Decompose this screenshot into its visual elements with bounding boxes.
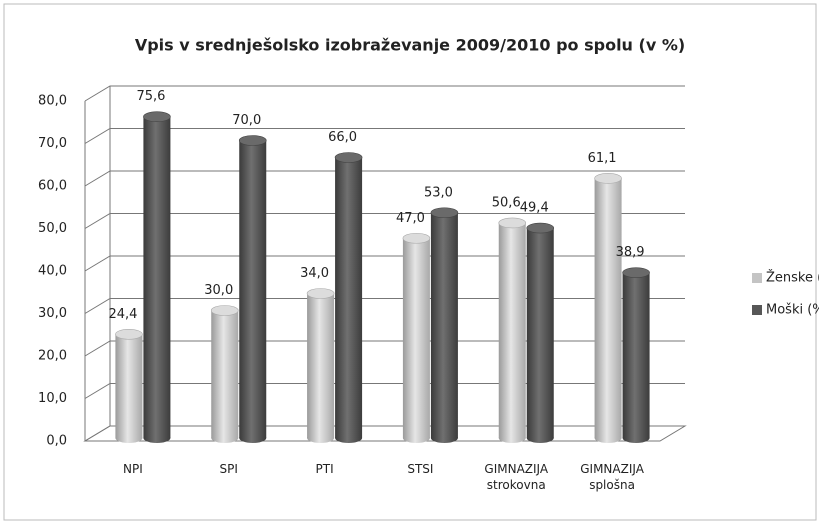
bar-top xyxy=(334,152,363,163)
bar-top xyxy=(430,207,459,219)
grid-line xyxy=(84,383,685,399)
value-label: 30,0 xyxy=(204,283,233,298)
bar xyxy=(143,116,171,438)
value-label: 49,4 xyxy=(520,201,549,216)
y-tick-label: 80,0 xyxy=(38,94,67,109)
bar-top xyxy=(622,267,650,278)
grid-line xyxy=(84,128,685,144)
bar-base xyxy=(143,433,171,443)
bar-base xyxy=(402,433,430,443)
x-tick-label-box: STSI xyxy=(407,462,434,476)
value-label: 47,0 xyxy=(396,211,425,226)
grid-line xyxy=(84,85,685,102)
x-tick-label-box: GIMNAZIJA splošna xyxy=(580,462,644,492)
grid-line xyxy=(84,213,685,229)
y-tick-label: 60,0 xyxy=(38,179,67,194)
grid-line xyxy=(84,255,685,272)
legend-label: Moški (%) xyxy=(766,303,819,318)
bar xyxy=(307,293,335,438)
grid-line xyxy=(84,170,685,187)
value-label: 53,0 xyxy=(424,185,453,200)
x-tick-label-box: NPI xyxy=(123,462,143,476)
value-label: 34,0 xyxy=(300,266,329,281)
bar xyxy=(526,228,554,438)
bar-top xyxy=(402,232,431,244)
bar xyxy=(335,157,363,438)
y-tick-label: 30,0 xyxy=(38,306,67,321)
y-tick-label: 10,0 xyxy=(38,391,67,406)
bar-top xyxy=(306,288,335,299)
bar-base xyxy=(211,433,239,443)
bar xyxy=(239,140,267,438)
bar-top xyxy=(143,111,171,122)
x-tick-label: NPI xyxy=(123,462,143,476)
value-label: 66,0 xyxy=(328,130,357,145)
legend-swatch xyxy=(752,305,762,315)
value-label: 75,6 xyxy=(136,89,165,104)
chart-border xyxy=(3,3,817,521)
legend-swatch xyxy=(752,273,762,283)
legend-label: Ženske (%) xyxy=(766,270,819,286)
bar-base xyxy=(594,433,622,443)
x-tick-label: GIMNAZIJA splošna xyxy=(580,462,644,492)
value-label: 70,0 xyxy=(232,113,261,128)
value-label: 24,4 xyxy=(108,307,137,322)
bar xyxy=(402,238,430,438)
bar-top xyxy=(210,305,239,316)
y-tick-label: 20,0 xyxy=(38,349,67,364)
x-tick-label: GIMNAZIJA strokovna xyxy=(484,462,549,492)
bar-base xyxy=(526,433,554,443)
x-tick-label: PTI xyxy=(315,462,334,476)
bar-top xyxy=(526,222,555,234)
bar xyxy=(115,334,143,438)
x-tick-label: STSI xyxy=(407,462,434,476)
y-tick-label: 40,0 xyxy=(38,264,67,279)
grid-line xyxy=(84,298,685,314)
bar-base xyxy=(430,433,458,443)
value-label: 50,6 xyxy=(492,195,521,210)
grid-line xyxy=(84,340,685,357)
y-tick-label: 70,0 xyxy=(38,136,67,151)
value-label: 38,9 xyxy=(616,245,645,260)
bar-base xyxy=(498,433,526,443)
bar xyxy=(622,272,650,438)
value-label: 61,1 xyxy=(588,151,617,166)
bar-top xyxy=(594,173,622,184)
bar-top xyxy=(115,328,143,340)
bar-base xyxy=(115,433,143,443)
x-tick-label-box: PTI xyxy=(315,462,334,476)
bar-base xyxy=(335,433,363,443)
y-tick-label: 50,0 xyxy=(38,221,67,236)
x-tick-label-box: SPI xyxy=(219,462,238,476)
bar-base xyxy=(307,433,335,443)
bar-base xyxy=(239,433,267,443)
x-tick-label: SPI xyxy=(219,462,238,476)
grid-line xyxy=(84,425,685,442)
x-tick-label-box: GIMNAZIJA strokovna xyxy=(484,462,549,492)
bar xyxy=(498,222,526,438)
bar-base xyxy=(622,433,650,443)
bar xyxy=(430,212,458,438)
y-tick-label: 0,0 xyxy=(46,434,67,449)
chart-title: Vpis v srednješolsko izobraževanje 2009/… xyxy=(135,36,685,55)
bar-top xyxy=(238,135,267,146)
bar xyxy=(594,178,622,438)
bar-top xyxy=(498,217,527,229)
bar xyxy=(211,310,239,438)
